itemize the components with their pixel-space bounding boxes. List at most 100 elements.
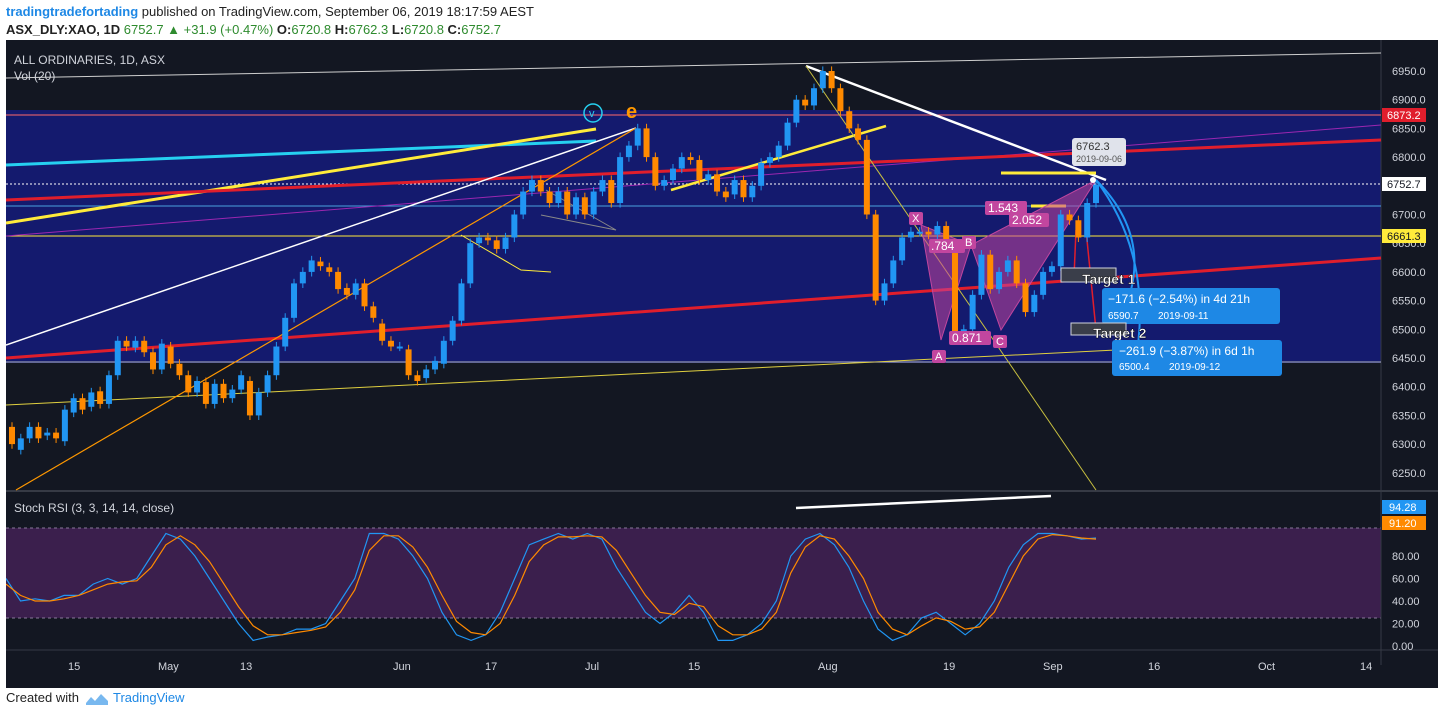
- candle-body: [1084, 203, 1091, 238]
- footer-brand[interactable]: TradingView: [113, 690, 185, 705]
- fib-784-label: .784: [931, 239, 955, 253]
- candle-body: [167, 346, 174, 364]
- candle-body: [114, 340, 121, 376]
- candle-body: [379, 323, 386, 341]
- chart-canvas[interactable]: ALL ORDINARIES, 1D, ASX Vol (20) Stoch R…: [6, 40, 1438, 688]
- v-marker-icon: [583, 103, 603, 123]
- candle-body: [573, 197, 580, 215]
- price-tick-label: 6550.0: [1392, 296, 1426, 308]
- candle-body: [1013, 260, 1020, 284]
- rsi-tick-label: 40.00: [1392, 596, 1420, 608]
- candle-body: [246, 380, 253, 416]
- candle-body: [194, 380, 201, 393]
- candle-body: [150, 352, 157, 370]
- candle-body: [299, 271, 306, 284]
- target1-info-line1: −171.6 (−2.54%) in 4d 21h: [1108, 292, 1250, 306]
- rsi-divergence-line: [795, 494, 1052, 510]
- target2-info-price: 6500.4: [1119, 362, 1150, 373]
- volume-label: Vol (20): [14, 69, 55, 83]
- price-tick-label: 6900.0: [1392, 95, 1426, 107]
- candle-body: [555, 191, 562, 204]
- rsi-tag-d-bg: [1382, 516, 1426, 530]
- time-tick-label: Oct: [1258, 661, 1275, 673]
- candle-body: [705, 174, 712, 181]
- target1-box: [1060, 267, 1117, 283]
- rsi-tick-label: 0.00: [1392, 641, 1413, 653]
- candles-group: [9, 66, 1099, 455]
- time-tick-label: 19: [943, 661, 955, 673]
- time-tick-label: Jul: [585, 661, 599, 673]
- candle-body: [802, 99, 809, 106]
- close-label: C:: [447, 22, 462, 37]
- candle-body: [44, 432, 51, 436]
- candle-body: [352, 283, 359, 295]
- candle-body: [740, 180, 747, 198]
- point-c-label: C: [996, 336, 1004, 348]
- candle-body: [370, 306, 377, 318]
- price-tooltip-date: 2019-09-06: [1076, 154, 1122, 164]
- time-tick-label: Jun: [393, 661, 411, 673]
- fib-784-bg: [929, 239, 965, 253]
- rsi-axis[interactable]: 80.00 60.00 40.00 20.00 0.00: [1392, 551, 1420, 653]
- candle-body: [432, 360, 439, 370]
- candle-body: [678, 157, 685, 169]
- candle-body: [925, 231, 932, 235]
- candle-body: [978, 254, 985, 295]
- price-tag-6661: 6661.3: [1387, 231, 1421, 243]
- author-link[interactable]: tradingtradefortading: [6, 4, 139, 19]
- candle-body: [405, 349, 412, 376]
- candle-body: [863, 139, 870, 215]
- candle-body: [899, 237, 906, 261]
- time-tick-label: 15: [688, 661, 700, 673]
- candle-body: [987, 254, 994, 290]
- candle-body: [158, 343, 165, 370]
- low-value: 6720.8: [404, 22, 444, 37]
- candle-body: [846, 111, 853, 129]
- candle-body: [70, 398, 77, 413]
- open-label: O:: [276, 22, 292, 37]
- target2-info-bg[interactable]: [1112, 340, 1282, 376]
- time-axis[interactable]: 15 May 13 Jun 17 Jul 15 Aug 19 Sep 16 Oct 14: [68, 661, 1372, 673]
- rsi-tag-k-bg: [1382, 500, 1426, 514]
- candle-body: [123, 340, 130, 347]
- candle-body: [1040, 271, 1047, 295]
- point-c-bg: [993, 335, 1007, 348]
- high-label: H:: [334, 22, 349, 37]
- candle-body: [176, 363, 183, 376]
- candle-body: [714, 174, 721, 192]
- candle-body: [273, 346, 280, 376]
- candle-body: [1075, 220, 1082, 238]
- candle-body: [907, 231, 914, 238]
- fib-1543-bg: [985, 201, 1027, 215]
- candle-body: [423, 369, 430, 379]
- fib-871-label: 0.871: [952, 331, 982, 345]
- candle-body: [238, 375, 245, 390]
- candle-body: [669, 168, 676, 181]
- candle-body: [220, 383, 227, 399]
- target1-label: Target 1: [1082, 271, 1136, 287]
- candle-body: [890, 260, 897, 284]
- tradingview-logo-icon: [85, 693, 108, 705]
- candle-body: [88, 392, 95, 407]
- time-tick-label: Sep: [1043, 661, 1063, 673]
- candle-body: [326, 267, 333, 272]
- candle-body: [1022, 283, 1029, 313]
- target1-info-bg[interactable]: [1102, 288, 1280, 324]
- target2-info-line1: −261.9 (−3.87%) in 6d 1h: [1119, 344, 1254, 358]
- candle-body: [520, 191, 527, 215]
- rsi-tick-label: 60.00: [1392, 574, 1420, 586]
- publish-info: published on TradingView.com, September …: [141, 4, 534, 19]
- candle-body: [881, 283, 888, 301]
- candle-body: [202, 382, 209, 404]
- candle-body: [9, 426, 15, 445]
- price-tick-label: 6800.0: [1392, 152, 1426, 164]
- current-price-dot: [1090, 177, 1096, 183]
- price-tag-6873: 6873.2: [1387, 110, 1421, 122]
- candle-body: [608, 180, 615, 204]
- candle-body: [132, 340, 139, 348]
- price-tag-6661-bg: [1382, 229, 1426, 243]
- price-tooltip-bg: [1072, 138, 1126, 166]
- price-axis[interactable]: 6950.06900.06850.06800.06750.06700.06650…: [1392, 66, 1426, 480]
- candle-body: [308, 260, 315, 272]
- candle-body: [264, 375, 271, 393]
